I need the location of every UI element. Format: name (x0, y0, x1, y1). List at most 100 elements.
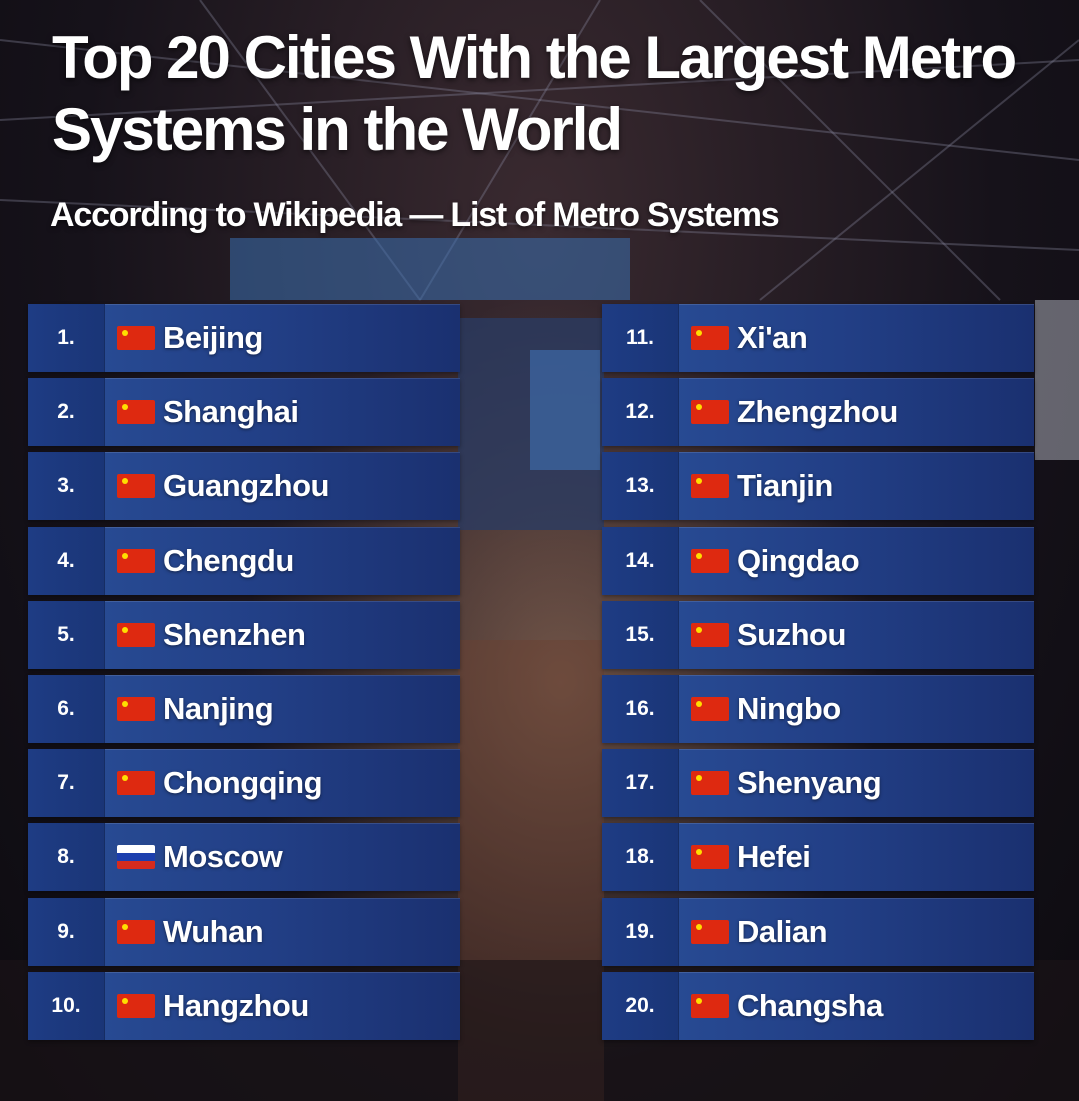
china-flag-icon (691, 696, 729, 721)
rank-number: 9. (28, 897, 105, 966)
ranking-row: 14. Qingdao (602, 526, 1034, 595)
ranking-row: 17. Shenyang (602, 749, 1034, 818)
city-name: Shenyang (737, 765, 882, 801)
rank-number: 20. (602, 971, 679, 1040)
city-name: Zhengzhou (737, 394, 898, 430)
ranking-row: 18. Hefei (602, 823, 1034, 892)
city-entry: Tianjin (679, 452, 1034, 520)
china-flag-icon (691, 845, 729, 870)
rank-number: 5. (28, 600, 105, 669)
city-entry: Moscow (105, 823, 460, 891)
ranking-row: 20. Changsha (602, 971, 1034, 1040)
rank-number: 1. (28, 304, 105, 372)
city-name: Hefei (737, 839, 811, 875)
ranking-row: 5. Shenzhen (28, 600, 460, 669)
city-entry: Dalian (679, 898, 1034, 966)
city-entry: Shenzhen (105, 601, 460, 669)
city-name: Hangzhou (163, 987, 309, 1023)
china-flag-icon (691, 400, 729, 425)
ranking-row: 6. Nanjing (28, 674, 460, 743)
city-name: Wuhan (163, 913, 264, 949)
ranking-row: 13. Tianjin (602, 452, 1034, 521)
ranking-row: 12. Zhengzhou (602, 378, 1034, 447)
city-entry: Zhengzhou (679, 378, 1034, 446)
china-flag-icon (691, 622, 729, 647)
page-title: Top 20 Cities With the Largest Metro Sys… (52, 24, 1017, 163)
ranking-row: 15. Suzhou (602, 600, 1034, 669)
ranking-row: 19. Dalian (602, 897, 1034, 966)
page-subtitle: According to Wikipedia — List of Metro S… (50, 196, 780, 234)
china-flag-icon (691, 474, 729, 499)
rank-number: 12. (602, 378, 679, 447)
china-flag-icon (117, 474, 155, 499)
rank-number: 13. (602, 452, 679, 521)
city-entry: Qingdao (679, 527, 1034, 595)
city-entry: Chongqing (105, 749, 460, 817)
city-entry: Wuhan (105, 898, 460, 966)
city-name: Ningbo (737, 690, 841, 726)
china-flag-icon (691, 548, 729, 573)
china-flag-icon (117, 919, 155, 944)
city-name: Dalian (737, 913, 828, 949)
city-name: Shenzhen (163, 616, 306, 652)
city-entry: Suzhou (679, 601, 1034, 669)
ranking-row: 10. Hangzhou (28, 971, 460, 1040)
city-name: Tianjin (737, 468, 833, 504)
ranking-column-right: 11. Xi'an 12. Zhengzhou 13. Tianjin 14. Qingdao… (602, 304, 1034, 1046)
city-name: Changsha (737, 987, 883, 1023)
rank-number: 19. (602, 897, 679, 966)
china-flag-icon (117, 993, 155, 1018)
china-flag-icon (117, 548, 155, 573)
city-name: Beijing (163, 320, 263, 355)
ranking-row: 8. Moscow (28, 823, 460, 892)
city-entry: Nanjing (105, 675, 460, 743)
china-flag-icon (691, 993, 729, 1018)
rank-number: 10. (28, 971, 105, 1040)
china-flag-icon (117, 326, 155, 350)
city-entry: Beijing (105, 304, 460, 372)
ranking-row: 16. Ningbo (602, 674, 1034, 743)
rank-number: 15. (602, 600, 679, 669)
rank-number: 16. (602, 674, 679, 743)
ranking-row: 4. Chengdu (28, 526, 460, 595)
ranking-row: 7. Chongqing (28, 749, 460, 818)
china-flag-icon (117, 771, 155, 796)
rank-number: 8. (28, 823, 105, 892)
city-name: Nanjing (163, 690, 274, 726)
rank-number: 4. (28, 526, 105, 595)
city-entry: Guangzhou (105, 452, 460, 520)
china-flag-icon (691, 771, 729, 796)
city-name: Chongqing (163, 765, 323, 801)
rank-number: 3. (28, 452, 105, 521)
china-flag-icon (117, 400, 155, 425)
ranking-row: 11. Xi'an (602, 304, 1034, 372)
city-entry: Xi'an (679, 304, 1034, 372)
city-name: Guangzhou (163, 468, 329, 504)
china-flag-icon (691, 326, 729, 350)
city-entry: Shenyang (679, 749, 1034, 817)
city-name: Xi'an (737, 320, 808, 355)
ranking-row: 1. Beijing (28, 304, 460, 372)
city-entry: Shanghai (105, 378, 460, 446)
russia-flag-icon (117, 845, 155, 870)
city-entry: Hangzhou (105, 972, 460, 1040)
rank-number: 17. (602, 749, 679, 818)
city-entry: Hefei (679, 823, 1034, 891)
city-name: Moscow (163, 839, 283, 875)
city-name: Suzhou (737, 616, 846, 652)
rank-number: 14. (602, 526, 679, 595)
city-entry: Ningbo (679, 675, 1034, 743)
city-entry: Chengdu (105, 527, 460, 595)
city-entry: Changsha (679, 972, 1034, 1040)
ranking-column-left: 1. Beijing 2. Shanghai 3. Guangzhou 4. Chengdu 5… (28, 304, 460, 1046)
rank-number: 7. (28, 749, 105, 818)
city-name: Shanghai (163, 394, 299, 430)
china-flag-icon (117, 622, 155, 647)
rank-number: 2. (28, 378, 105, 447)
rank-number: 18. (602, 823, 679, 892)
ranking-row: 2. Shanghai (28, 378, 460, 447)
china-flag-icon (117, 696, 155, 721)
rank-number: 6. (28, 674, 105, 743)
city-name: Chengdu (163, 542, 294, 578)
ranking-row: 3. Guangzhou (28, 452, 460, 521)
